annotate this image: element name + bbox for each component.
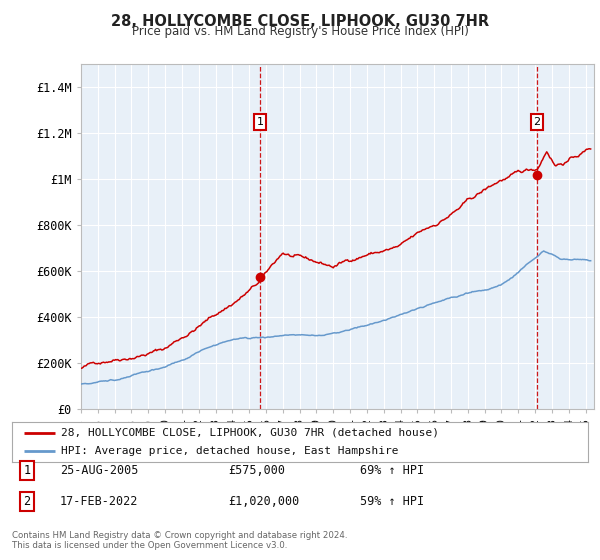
Text: £1,020,000: £1,020,000 [228,494,299,508]
Text: 1: 1 [23,464,31,477]
Text: £575,000: £575,000 [228,464,285,477]
Text: HPI: Average price, detached house, East Hampshire: HPI: Average price, detached house, East… [61,446,398,456]
Text: Contains HM Land Registry data © Crown copyright and database right 2024.
This d: Contains HM Land Registry data © Crown c… [12,530,347,550]
Text: Price paid vs. HM Land Registry's House Price Index (HPI): Price paid vs. HM Land Registry's House … [131,25,469,38]
Text: 2: 2 [533,117,541,127]
Text: 1: 1 [257,117,263,127]
Text: 2: 2 [23,494,31,508]
Text: 28, HOLLYCOMBE CLOSE, LIPHOOK, GU30 7HR (detached house): 28, HOLLYCOMBE CLOSE, LIPHOOK, GU30 7HR … [61,428,439,437]
Text: 25-AUG-2005: 25-AUG-2005 [60,464,139,477]
Text: 17-FEB-2022: 17-FEB-2022 [60,494,139,508]
Text: 28, HOLLYCOMBE CLOSE, LIPHOOK, GU30 7HR: 28, HOLLYCOMBE CLOSE, LIPHOOK, GU30 7HR [111,14,489,29]
Text: 59% ↑ HPI: 59% ↑ HPI [360,494,424,508]
Text: 69% ↑ HPI: 69% ↑ HPI [360,464,424,477]
